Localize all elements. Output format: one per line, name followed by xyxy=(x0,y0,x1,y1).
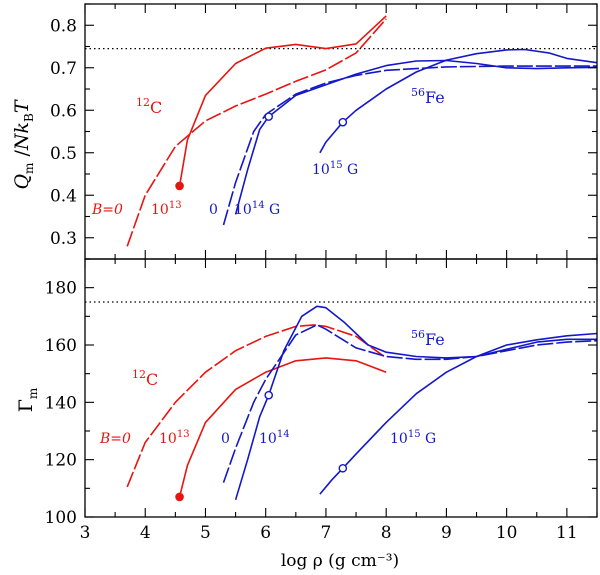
bottom-panel-frame xyxy=(84,258,598,518)
bottom-b14-label: 1014 xyxy=(259,429,290,447)
top-y-tick-label: 0.4 xyxy=(50,186,77,206)
bottom-series-12c-b-0 xyxy=(126,324,387,488)
top-marker-1 xyxy=(175,181,184,191)
top-series-12c-10-13 xyxy=(178,15,387,187)
top-y-tick-label: 0.3 xyxy=(50,229,77,249)
top-y-tick-label: 0.6 xyxy=(50,101,77,121)
x-tick-label: 6 xyxy=(260,523,271,543)
bottom-y-tick-label: 160 xyxy=(45,336,77,356)
x-tick-label: 11 xyxy=(556,523,578,543)
top-zero-label: 0 xyxy=(209,202,218,218)
bottom-carbon-label: 12C xyxy=(132,368,158,389)
bottom-series-56fe-b-0 xyxy=(222,324,598,483)
top-y-axis-label: Qm /NkBT xyxy=(11,99,36,189)
bottom-b15-label: 1015 G xyxy=(390,429,436,447)
top-b15-label: 1015 G xyxy=(312,160,358,178)
bottom-y-tick-label: 180 xyxy=(45,279,77,299)
bottom-y-tick-label: 140 xyxy=(45,393,77,413)
bottom-b13-label: 1013 xyxy=(159,429,190,447)
top-series-56fe-10-15-g xyxy=(319,48,598,154)
top-y-tick-label: 0.8 xyxy=(50,16,77,36)
top-b13-label: 1013 xyxy=(151,200,182,218)
x-tick-label: 3 xyxy=(80,523,91,543)
bottom-y-tick-label: 100 xyxy=(45,508,77,528)
bottom-zero-label: 0 xyxy=(221,431,230,447)
bottom-y-axis-label: Γm xyxy=(15,387,40,412)
top-series-12c-b-0 xyxy=(126,18,387,247)
bottom-marker-1 xyxy=(175,492,184,502)
x-tick-label: 10 xyxy=(496,523,518,543)
top-y-tick-label: 0.5 xyxy=(50,144,77,164)
bottom-marker-4 xyxy=(338,463,348,473)
x-tick-label: 4 xyxy=(140,523,151,543)
bottom-series-12c-10-13 xyxy=(178,357,387,498)
top-panel: 0.3 0.4 0.5 0.6 0.7 0.8 Qm /NkBT 12C 56Fe B=0… xyxy=(11,3,598,260)
top-y-tick-label: 0.7 xyxy=(50,59,77,79)
bottom-b-zero-label: B=0 xyxy=(99,431,131,447)
top-marker-4 xyxy=(338,117,348,127)
x-tick-label: 5 xyxy=(200,523,211,543)
top-iron-label: 56Fe xyxy=(411,86,445,107)
bottom-marker-3 xyxy=(264,390,274,400)
bottom-y-tick-label: 120 xyxy=(45,451,77,471)
top-series-56fe-10-14-g xyxy=(234,59,598,215)
top-carbon-label: 12C xyxy=(136,96,162,117)
top-b-zero-label: B=0 xyxy=(91,202,123,218)
top-b14-label: 1014 G xyxy=(234,200,280,218)
x-tick-label: 8 xyxy=(381,523,392,543)
bottom-iron-label: 56Fe xyxy=(411,328,445,349)
x-axis-label: log ρ (g cm⁻³) xyxy=(281,551,399,571)
top-marker-3 xyxy=(264,112,274,121)
top-panel-frame xyxy=(84,3,598,260)
x-tick-label: 9 xyxy=(441,523,452,543)
top-series-56fe-b-0 xyxy=(222,65,597,226)
x-tick-label: 7 xyxy=(321,523,332,543)
